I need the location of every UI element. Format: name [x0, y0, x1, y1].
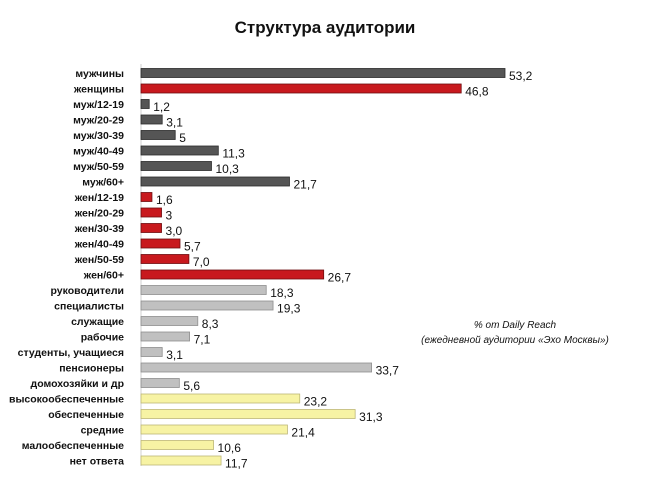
category-label: домохозяйки и др [31, 378, 124, 390]
category-label: муж/30-39 [73, 130, 124, 142]
value-label: 31,3 [359, 410, 383, 424]
category-label: специалисты [54, 301, 124, 313]
bar [140, 424, 288, 435]
value-label: 33,7 [376, 364, 400, 378]
category-label: служащие [71, 316, 124, 328]
value-label: 53,2 [509, 69, 533, 83]
note-line-1: % от Daily Reach [473, 320, 557, 331]
bar [140, 300, 274, 311]
bar [140, 347, 163, 357]
bar [140, 145, 219, 156]
bar [140, 254, 190, 264]
category-label: жен/12-19 [74, 192, 124, 204]
value-label: 1,2 [153, 100, 170, 114]
value-label: 46,8 [465, 85, 489, 99]
bar [140, 130, 176, 140]
bar [140, 362, 372, 373]
bar [140, 285, 267, 295]
category-label: муж/50-59 [73, 161, 124, 173]
bar [140, 331, 190, 342]
bar [140, 83, 462, 94]
category-label: муж/60+ [82, 177, 124, 189]
bar [140, 409, 356, 419]
bar [140, 378, 180, 388]
bar [140, 455, 222, 466]
bar [140, 269, 325, 280]
value-label: 19,3 [277, 302, 301, 316]
value-label: 10,3 [215, 162, 239, 176]
bar [140, 440, 214, 450]
category-label: муж/40-49 [73, 146, 124, 158]
category-label: средние [81, 425, 125, 437]
bar [140, 99, 150, 109]
value-label: 7,0 [193, 255, 210, 269]
bar [140, 114, 163, 125]
value-label: 10,6 [218, 441, 242, 455]
category-label: жен/40-49 [74, 239, 124, 251]
bar [140, 192, 153, 202]
category-label: нет ответа [70, 456, 125, 468]
category-label: жен/30-39 [74, 223, 124, 235]
category-label: малообеспеченные [22, 440, 124, 452]
bar [140, 161, 212, 171]
bar [140, 68, 506, 78]
value-label: 11,3 [222, 147, 245, 161]
bar [140, 176, 290, 187]
category-label: муж/20-29 [73, 115, 124, 127]
value-label: 3,0 [166, 224, 183, 238]
value-label: 11,7 [225, 457, 248, 471]
value-label: 18,3 [270, 286, 294, 300]
value-label: 3 [166, 209, 173, 223]
bar [140, 316, 199, 326]
bar [140, 393, 301, 404]
category-label: жен/20-29 [74, 208, 124, 220]
category-label: высокообеспеченные [9, 394, 124, 406]
category-label: руководители [51, 285, 124, 297]
bar [140, 238, 181, 249]
value-label: 3,1 [166, 116, 183, 130]
value-label: 26,7 [328, 271, 352, 285]
value-label: 8,3 [202, 317, 219, 331]
value-label: 5,7 [184, 240, 201, 254]
value-label: 3,1 [166, 348, 183, 362]
category-label: жен/60+ [83, 270, 124, 282]
category-label: рабочие [81, 332, 124, 344]
note-line-2: (ежедневной аудитории «Эхо Москвы») [421, 335, 609, 346]
category-label: студенты, учащиеся [18, 347, 124, 359]
value-label: 1,6 [156, 193, 173, 207]
bar [140, 223, 162, 233]
category-label: пенсионеры [59, 363, 124, 375]
value-label: 5,6 [183, 379, 200, 393]
bar [140, 207, 162, 218]
value-label: 21,4 [291, 426, 315, 440]
chart-note: % от Daily Reach (ежедневной аудитории «… [395, 318, 635, 348]
chart-title: Структура аудитории [234, 18, 416, 37]
category-label: муж/12-19 [73, 99, 124, 111]
value-label: 7,1 [194, 333, 211, 347]
value-label: 21,7 [293, 178, 317, 192]
value-label: 5 [179, 131, 186, 145]
category-label: жен/50-59 [74, 254, 124, 266]
category-label: женщины [73, 84, 124, 96]
category-label: обеспеченные [48, 409, 124, 421]
category-label: мужчины [75, 68, 124, 80]
value-label: 23,2 [304, 395, 328, 409]
